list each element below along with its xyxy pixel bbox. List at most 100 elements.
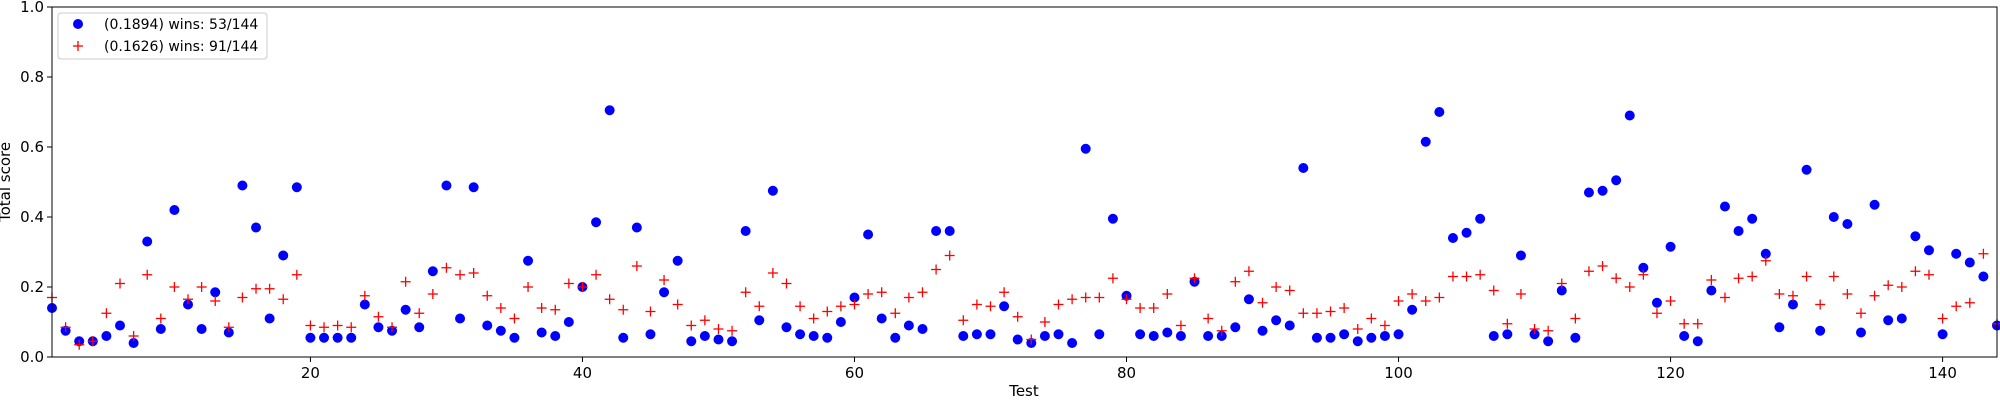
data-point-series-2 [1515,289,1526,299]
data-point-series-1 [359,299,370,310]
data-point-series-2 [1923,269,1934,280]
data-point-series-1 [455,313,466,324]
data-point-series-2 [1298,308,1309,319]
data-point-series-2 [1271,282,1282,292]
data-point-series-1 [686,336,697,347]
data-point-series-1 [1488,331,1499,341]
data-point-series-2 [223,322,234,333]
data-point-series-2 [237,292,248,303]
data-point-series-2 [1475,269,1486,280]
x-tick-label: 20 [301,364,320,382]
data-point-series-1 [672,255,683,266]
data-point-series-2 [74,339,85,350]
data-point-series-1 [101,331,112,341]
data-point-series-2 [822,306,833,317]
data-point-series-2 [1366,313,1377,324]
data-point-series-1 [1869,199,1880,210]
y-tick-label: 0.8 [20,68,44,86]
data-point-series-1 [863,229,874,240]
data-point-series-2 [1175,320,1186,331]
data-point-series-1 [536,327,547,338]
data-point-series-2 [1148,303,1159,313]
data-point-series-2 [1951,301,1962,312]
data-point-series-1 [795,329,806,340]
data-point-series-2 [305,320,316,331]
data-point-series-2 [1774,289,1785,299]
data-point-series-2 [1529,324,1540,334]
data-point-series-1 [1243,294,1254,305]
data-point-series-2 [890,308,901,319]
data-point-series-1 [835,317,846,327]
data-point-series-1 [591,217,602,228]
data-point-series-2 [1638,269,1649,280]
data-point-series-2 [672,299,683,310]
data-point-series-1 [1135,329,1146,340]
data-point-series-2 [1434,292,1445,303]
data-point-series-1 [1611,175,1622,186]
data-point-series-2 [441,262,452,273]
data-point-series-2 [1230,276,1241,287]
data-point-series-1 [740,226,751,236]
data-point-series-2 [618,304,629,315]
data-point-series-2 [1039,317,1050,327]
legend-marker-series-1 [73,19,83,29]
data-point-series-2 [101,308,112,319]
data-point-series-2 [1828,271,1839,282]
data-point-series-1 [1325,332,1336,343]
data-point-series-2 [835,301,846,312]
y-tick-label: 0.2 [20,278,44,296]
data-point-series-1 [400,304,411,315]
data-point-series-2 [359,290,370,301]
data-point-series-2 [999,287,1010,298]
data-point-series-1 [1842,219,1853,229]
data-point-series-1 [319,332,330,343]
data-point-series-1 [291,182,302,193]
data-point-series-1 [1896,313,1907,324]
data-point-series-2 [400,276,411,287]
data-point-series-1 [1298,163,1309,173]
data-point-series-1 [414,322,425,333]
data-point-series-1 [1107,213,1118,224]
data-point-series-1 [1475,213,1486,224]
data-point-series-2 [1352,324,1363,334]
data-point-series-2 [1801,271,1812,282]
data-point-series-1 [210,287,221,298]
data-point-series-1 [618,332,629,343]
data-point-series-1 [1883,315,1894,326]
data-point-series-1 [1651,297,1662,308]
data-point-series-1 [1447,233,1458,243]
data-point-series-1 [1706,285,1717,296]
x-tick-label: 60 [845,364,864,382]
data-point-series-1 [427,266,438,277]
data-point-series-2 [740,287,751,298]
data-point-series-1 [1039,331,1050,341]
data-point-series-1 [1094,329,1105,340]
data-point-series-1 [958,331,969,341]
data-point-series-1 [849,292,860,303]
data-point-series-2 [699,315,710,326]
data-point-series-1 [631,222,642,233]
data-point-series-2 [1869,290,1880,301]
data-point-series-1 [142,236,153,247]
data-point-series-1 [1583,187,1594,198]
data-point-series-1 [1216,331,1227,341]
data-point-series-1 [468,182,479,193]
data-point-series-2 [985,301,996,312]
data-point-series-2 [1257,297,1268,308]
data-point-series-2 [1760,255,1771,266]
data-point-series-2 [1243,266,1254,277]
data-point-series-2 [754,301,765,312]
data-point-series-1 [944,226,955,236]
x-tick-label: 100 [1384,364,1413,382]
data-point-series-2 [155,313,166,324]
data-point-series-2 [645,306,656,317]
data-point-series-2 [1706,275,1717,285]
data-point-series-1 [1624,110,1635,121]
data-point-series-2 [1284,285,1295,296]
data-point-series-2 [128,331,139,341]
data-point-series-2 [876,287,887,298]
data-point-series-2 [196,282,207,292]
x-tick-label: 80 [1117,364,1136,382]
data-point-series-2 [1026,334,1037,345]
